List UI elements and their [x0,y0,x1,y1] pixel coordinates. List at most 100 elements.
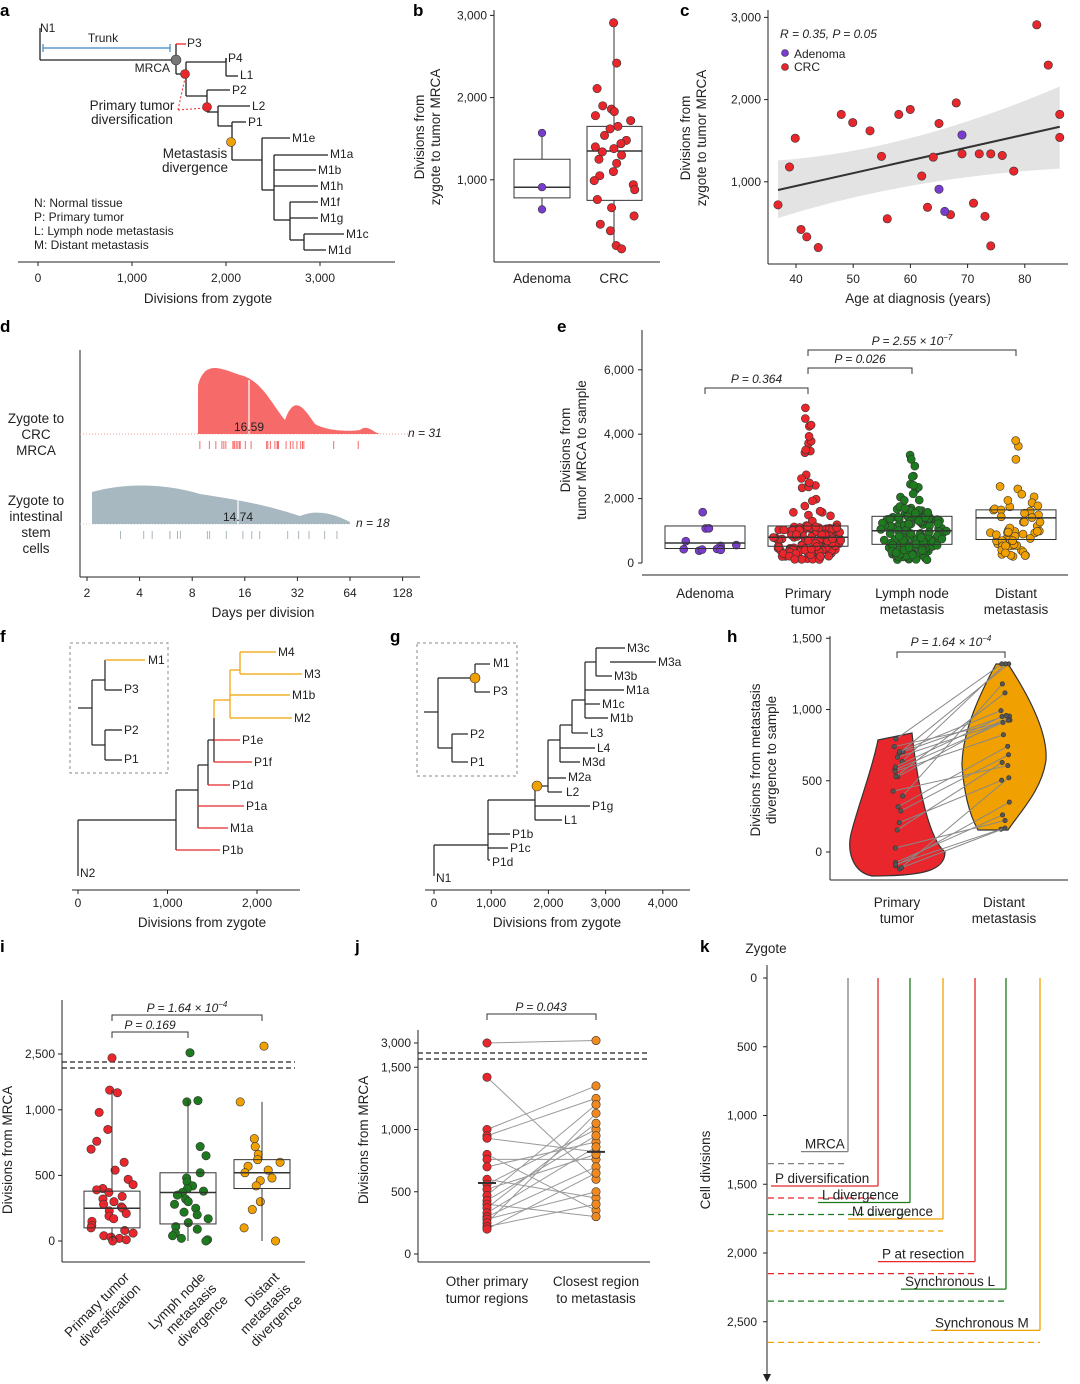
e-category-label: Distant metastasis [984,586,1049,617]
i-point [117,1191,127,1201]
j-p-label: P = 0.043 [515,1000,567,1014]
j-pair-line [486,1146,597,1214]
e-point [937,534,947,544]
e-point [1018,529,1028,539]
e-point [774,542,784,552]
i-point [250,1142,260,1152]
b-point-crc [616,139,626,149]
h-point [1002,818,1008,824]
a-leaf-M1a: M1a [330,147,354,161]
h-tick-label: 500 [802,774,822,788]
e-tick-label: 2,000 [604,492,634,506]
e-point [826,511,835,521]
k-event-label: L divergence [822,1188,899,1203]
j-point-closest [591,1118,601,1128]
f-inset-leaf: P2 [124,723,139,737]
j-point-other [482,1154,492,1164]
f-inset-leaf: P3 [124,682,139,696]
e-point [806,420,816,430]
j-bracket [486,1013,597,1020]
i-point [104,1187,114,1197]
e-point [914,516,924,526]
e-point [697,545,707,554]
d-row1-label-line: MRCA [16,443,56,458]
c-point-crc [796,224,806,234]
a-legend-item: P: Primary tumor [34,210,124,224]
a-mrca-node [170,54,182,66]
d-row1-label-line: CRC [21,427,50,442]
f-inset-box [69,642,169,774]
e-point [1008,536,1017,545]
j-category-label-line: Other primary [446,1274,529,1289]
b-point-crc [605,124,615,134]
e-tick-label: 4,000 [604,427,634,441]
k-tick-label: 1,000 [727,1109,757,1123]
g-leaf: M1b [610,711,634,725]
h-point [896,820,902,826]
b-point-crc [608,167,618,177]
j-category-label-line: Closest region [553,1274,639,1289]
j-category-label: Closest region to metastasis [553,1274,639,1306]
h-y-label-line: Divisions from metastasis [748,683,763,836]
i-point [179,1207,189,1217]
i-point [185,1048,195,1058]
c-point-crc [957,149,967,159]
c-point-crc [836,109,846,119]
b-point-crc [595,219,605,229]
j-point-closest [591,1131,601,1141]
a-leaf-M1b: M1b [318,163,342,177]
h-point [999,759,1005,765]
e-point [992,530,1001,540]
e-point [815,506,825,516]
d-n-label-crc: n = 31 [408,426,442,440]
g-leaf: M2a [568,770,592,784]
e-point [1020,517,1029,527]
b-point-crc [629,211,639,221]
e-point [790,555,800,564]
h-p-label-exp: −4 [982,634,992,643]
a-met-div-label-line: divergence [162,160,228,175]
a-leaf-N1: N1 [40,21,56,35]
e-y-label-line: Divisions from [558,408,573,493]
i-point [120,1226,130,1236]
i-point [247,1205,257,1215]
j-point-closest [591,1036,601,1046]
b-point-crc [630,185,640,195]
b-point-crc [590,142,600,152]
e-category-label: Primary tumor [785,586,832,617]
a-legend-item: N: Normal tissue [34,196,123,210]
panel-label-e: e [557,317,566,336]
g-leaf: P1d [492,855,513,869]
g-met-node [531,780,543,792]
c-point-crc [951,98,961,108]
k-event-label: Synchronous M [935,1315,1029,1330]
e-p3-label: P = 2.55 × 10−7 [872,333,953,348]
e-p2-label: P = 0.026 [834,352,886,366]
c-point-crc [1055,109,1065,119]
h-point [892,764,898,770]
e-point [679,544,689,554]
a-leaf-L1: L1 [240,68,254,82]
a-leaf-P1: P1 [248,115,263,129]
d-tick-label: 4 [136,586,143,600]
i-point [128,1228,138,1238]
e-point [801,403,810,413]
d-tick-label: 32 [291,586,305,600]
g-tick-label: 2,000 [533,896,563,910]
e-point [824,551,834,561]
j-pair-line [486,1166,597,1218]
c-point-crc [917,171,927,181]
e-point [792,530,801,539]
h-pair-line [898,663,1010,754]
b-point-crc [605,226,615,236]
k-event-label: M divergence [852,1204,933,1219]
h-point [1005,763,1011,769]
b-point-crc [607,203,617,213]
e-point [698,507,707,517]
g-inset-node [469,672,481,684]
c-point-crc [986,149,996,159]
h-point [896,749,902,755]
c-legend-dot [781,49,789,57]
c-point-crc [813,243,823,253]
c-x-label: Age at diagnosis (years) [845,291,991,306]
